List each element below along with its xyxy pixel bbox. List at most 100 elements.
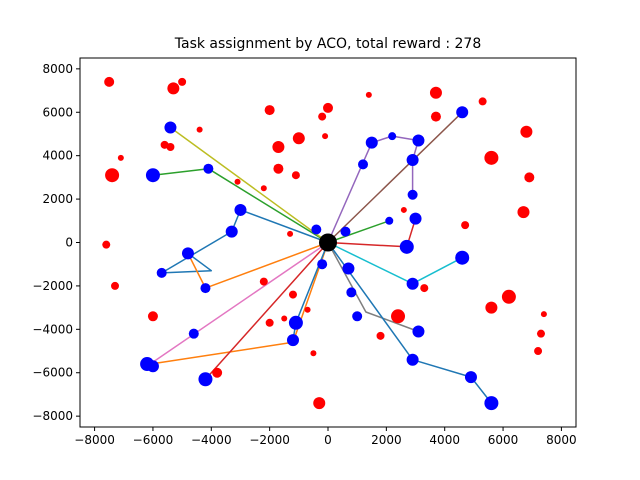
unassigned-task-point [178,77,187,86]
assigned-task-point [198,372,213,387]
y-tick-label: 0 [65,236,73,250]
unassigned-task-point [260,185,267,192]
assigned-task-point [340,226,351,237]
route-line-9 [169,126,329,244]
unassigned-task-point [517,206,530,219]
routes-layer [149,111,493,404]
unassigned-task-point [166,142,175,151]
unassigned-task-point [272,140,285,153]
assigned-task-point [406,353,419,366]
unassigned-task-point [304,306,311,313]
x-tick-label: 6000 [488,433,519,447]
assigned-task-point [365,136,378,149]
unassigned-task-point [196,126,203,133]
route-line-8 [327,241,420,333]
assigned-task-point [399,239,414,254]
unassigned-task-point [234,178,241,185]
x-tick-label: −2000 [249,433,290,447]
assigned-task-point [484,396,499,411]
assigned-task-point [346,287,357,298]
unassigned-task-point [105,168,120,183]
assigned-task-point [385,216,394,225]
unassigned-task-point [429,86,442,99]
assigned-task-point [409,212,422,225]
y-tick-label: 6000 [42,105,73,119]
assigned-task-point [388,132,397,141]
y-tick-label: 8000 [42,62,73,76]
assigned-task-point [200,283,211,294]
unassigned-task-point [167,82,180,95]
assigned-task-point [203,163,214,174]
x-tick-label: 2000 [371,433,402,447]
unassigned-task-point [484,150,499,165]
x-tick-label: 4000 [429,433,460,447]
y-tick-label: 4000 [42,149,73,163]
assigned-task-point [146,360,159,373]
unassigned-task-point [313,397,326,410]
unassigned-task-point [520,125,533,138]
assigned-task-point [156,267,167,278]
depot-point [319,233,337,252]
unassigned-task-point [501,289,516,304]
unassigned-task-point [318,112,327,121]
chart-title: Task assignment by ACO, total reward : 2… [174,36,481,52]
x-tick-label: 0 [324,433,332,447]
unassigned-task-point [524,172,535,183]
assigned-task-point [317,259,328,270]
assigned-task-point [456,106,469,119]
assigned-task-point [164,121,177,134]
assigned-task-point [234,203,247,216]
x-tick-label: −6000 [133,433,174,447]
route-line-11 [327,241,493,404]
unassigned-task-point [310,350,317,357]
route-line-12 [327,220,391,244]
unassigned-task-point [322,133,329,140]
unassigned-task-point [117,154,124,161]
assigned-task-point [352,311,363,322]
y-axis: −8000 −6000 −4000 −2000 0 2000 4000 6000 8000 [32,62,80,423]
route-line-6 [327,111,463,244]
y-tick-label: −8000 [32,409,73,423]
unassigned-task-point [147,311,158,322]
assigned-task-point [464,371,477,384]
unassigned-task-point [212,367,223,378]
unassigned-task-point [478,97,487,106]
assigned-task-point [225,225,238,238]
unassigned-task-point [292,132,305,145]
x-axis: −8000 −6000 −4000 −2000 0 2000 4000 6000 8000 [74,427,577,447]
assigned-task-point [145,168,160,183]
route-line-14 [204,241,329,380]
assigned-task-point [412,134,425,147]
unassigned-task-point [391,309,406,324]
unassigned-task-point [102,240,111,249]
y-tick-label: −6000 [32,366,73,380]
unassigned-task-point [104,76,115,87]
assigned-task-point [406,154,419,167]
unassigned-task-point [291,171,300,180]
unassigned-task-point [265,318,274,327]
y-tick-label: −2000 [32,279,73,293]
x-tick-label: −8000 [74,433,115,447]
x-tick-label: 8000 [546,433,577,447]
assigned-task-point [407,189,418,200]
unassigned-task-point [259,277,268,286]
assigned-task-point [455,250,470,265]
unassigned-task-point [288,290,297,299]
unassigned-task-point [534,347,543,356]
unassigned-task-point [400,206,407,213]
unassigned-task-point [365,91,372,98]
unassigned-task-point [111,281,120,290]
route-line-1 [160,209,329,274]
assigned-task-point [286,334,299,347]
y-tick-label: 2000 [42,192,73,206]
unassigned-task-point [273,163,284,174]
assigned-task-point [288,315,303,330]
unassigned-task-point [281,315,288,322]
assigned-task-point [181,247,194,260]
unassigned-task-point [540,311,547,318]
unassigned-task-point [323,102,333,113]
assigned-task-point [342,262,355,275]
assigned-task-point [188,328,199,339]
route-line-7 [149,241,329,365]
